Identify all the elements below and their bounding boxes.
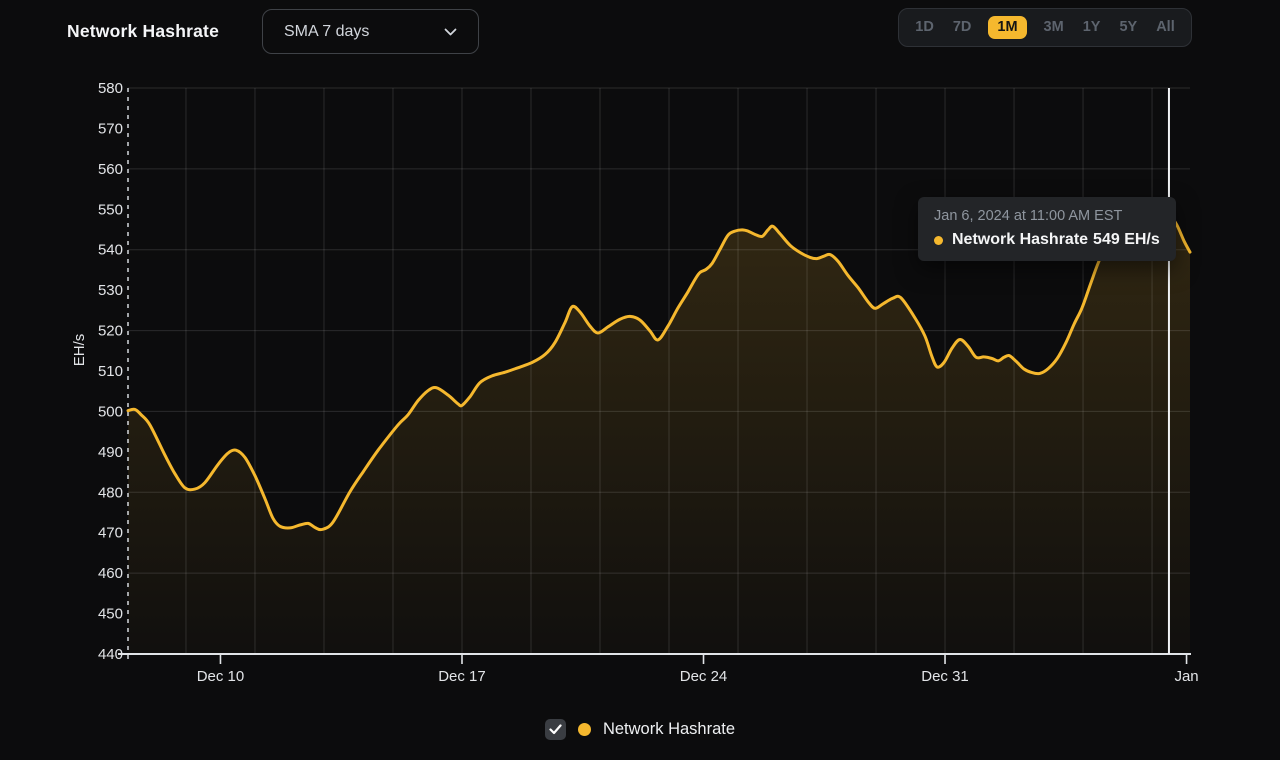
y-axis-label: 510 [98, 363, 123, 380]
check-icon [549, 724, 562, 735]
chart-tooltip: Jan 6, 2024 at 11:00 AM EST Network Hash… [918, 197, 1176, 261]
legend-series-label: Network Hashrate [603, 720, 735, 739]
y-axis-title: EH/s [71, 334, 88, 367]
tooltip-series-value: Network Hashrate549 EH/s [952, 231, 1160, 249]
series-dot-icon [934, 236, 943, 245]
y-axis-label: 470 [98, 525, 123, 542]
x-axis-label: Dec 24 [680, 668, 728, 685]
y-axis-label: 490 [98, 444, 123, 461]
x-axis-ticks [220, 655, 1186, 664]
y-axis-labels: 580 570 560 550 540 530 520 510 500 490 480 470 460 4… [98, 80, 123, 663]
y-axis-label: 580 [98, 80, 123, 97]
tooltip-timestamp: Jan 6, 2024 at 11:00 AM EST [934, 208, 1160, 224]
chart-legend: Network Hashrate [0, 719, 1280, 740]
y-axis-label: 570 [98, 120, 123, 137]
y-axis-label: 520 [98, 323, 123, 340]
y-axis-label: 500 [98, 403, 123, 420]
legend-checkbox[interactable] [545, 719, 566, 740]
hashrate-chart[interactable]: 580 570 560 550 540 530 520 510 500 490 480 470 460 4… [0, 0, 1280, 760]
chart-canvas: 580 570 560 550 540 530 520 510 500 490 480 470 460 4… [0, 0, 1280, 760]
y-axis-label: 450 [98, 606, 123, 623]
x-axis-label: Dec 17 [438, 668, 486, 685]
x-axis-label: Dec 31 [921, 668, 969, 685]
y-axis-label: 440 [98, 646, 123, 663]
x-axis-label: Jan [1174, 668, 1198, 685]
tooltip-series-row: Network Hashrate549 EH/s [934, 231, 1160, 249]
y-axis-label: 460 [98, 565, 123, 582]
y-axis-label: 540 [98, 242, 123, 259]
y-axis-label: 530 [98, 282, 123, 299]
x-axis-label: Dec 10 [197, 668, 245, 685]
legend-series-dot-icon [578, 723, 591, 736]
hashrate-area [128, 205, 1190, 654]
y-axis-label: 550 [98, 201, 123, 218]
y-axis-label: 560 [98, 161, 123, 178]
y-axis-label: 480 [98, 484, 123, 501]
network-hashrate-dashboard: Network Hashrate SMA 7 days 1D7D1M3M1Y5Y… [0, 0, 1280, 760]
x-axis-labels: Dec 10 Dec 17 Dec 24 Dec 31 Jan [197, 668, 1199, 685]
